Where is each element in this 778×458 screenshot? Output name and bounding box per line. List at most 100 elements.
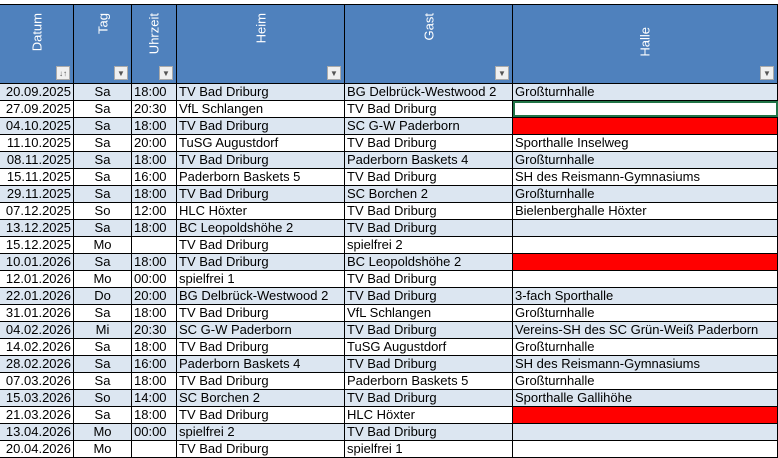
cell-uhrzeit[interactable]: 20:30: [132, 101, 177, 117]
cell-gast[interactable]: TuSG Augustdorf: [345, 339, 513, 355]
cell-heim[interactable]: TuSG Augustdorf: [177, 135, 345, 151]
dropdown-filter-icon[interactable]: ▼: [327, 66, 341, 80]
cell-halle[interactable]: 3-fach Sporthalle: [513, 288, 778, 304]
cell-uhrzeit[interactable]: 18:00: [132, 373, 177, 389]
cell-datum[interactable]: 12.01.2026: [0, 271, 74, 287]
cell-halle[interactable]: [513, 407, 778, 423]
cell-tag[interactable]: Sa: [74, 373, 132, 389]
cell-datum[interactable]: 21.03.2026: [0, 407, 74, 423]
cell-halle[interactable]: [513, 237, 778, 253]
cell-halle[interactable]: Bielenberghalle Höxter: [513, 203, 778, 219]
cell-heim[interactable]: VfL Schlangen: [177, 101, 345, 117]
cell-datum[interactable]: 27.09.2025: [0, 101, 74, 117]
dropdown-filter-icon[interactable]: ▼: [159, 66, 173, 80]
cell-gast[interactable]: TV Bad Driburg: [345, 203, 513, 219]
cell-gast[interactable]: TV Bad Driburg: [345, 101, 513, 117]
cell-uhrzeit[interactable]: 20:00: [132, 288, 177, 304]
cell-heim[interactable]: TV Bad Driburg: [177, 373, 345, 389]
cell-heim[interactable]: HLC Höxter: [177, 203, 345, 219]
cell-gast[interactable]: Paderborn Baskets 5: [345, 373, 513, 389]
cell-datum[interactable]: 08.11.2025: [0, 152, 74, 168]
cell-tag[interactable]: Sa: [74, 169, 132, 185]
cell-heim[interactable]: Paderborn Baskets 4: [177, 356, 345, 372]
cell-tag[interactable]: Sa: [74, 407, 132, 423]
cell-uhrzeit[interactable]: 16:00: [132, 356, 177, 372]
cell-gast[interactable]: TV Bad Driburg: [345, 288, 513, 304]
cell-tag[interactable]: Mo: [74, 441, 132, 457]
cell-datum[interactable]: 07.12.2025: [0, 203, 74, 219]
cell-halle[interactable]: Sporthalle Inselweg: [513, 135, 778, 151]
cell-tag[interactable]: Sa: [74, 339, 132, 355]
cell-uhrzeit[interactable]: 12:00: [132, 203, 177, 219]
cell-heim[interactable]: TV Bad Driburg: [177, 254, 345, 270]
cell-datum[interactable]: 15.12.2025: [0, 237, 74, 253]
cell-heim[interactable]: TV Bad Driburg: [177, 152, 345, 168]
cell-gast[interactable]: BC Leopoldshöhe 2: [345, 254, 513, 270]
cell-halle[interactable]: Sporthalle Gallihöhe: [513, 390, 778, 406]
cell-datum[interactable]: 11.10.2025: [0, 135, 74, 151]
cell-datum[interactable]: 29.11.2025: [0, 186, 74, 202]
cell-uhrzeit[interactable]: 18:00: [132, 305, 177, 321]
cell-gast[interactable]: TV Bad Driburg: [345, 220, 513, 236]
cell-tag[interactable]: Sa: [74, 118, 132, 134]
cell-tag[interactable]: So: [74, 203, 132, 219]
cell-tag[interactable]: Mi: [74, 322, 132, 338]
cell-datum[interactable]: 15.11.2025: [0, 169, 74, 185]
cell-datum[interactable]: 31.01.2026: [0, 305, 74, 321]
cell-gast[interactable]: TV Bad Driburg: [345, 322, 513, 338]
cell-uhrzeit[interactable]: 20:00: [132, 135, 177, 151]
sort-ascending-filter-icon[interactable]: ↓↑: [56, 66, 70, 80]
cell-datum[interactable]: 22.01.2026: [0, 288, 74, 304]
cell-gast[interactable]: SC G-W Paderborn: [345, 118, 513, 134]
cell-tag[interactable]: Sa: [74, 356, 132, 372]
column-header-uhrzeit[interactable]: Uhrzeit ▼: [132, 4, 177, 83]
cell-halle[interactable]: [513, 220, 778, 236]
cell-tag[interactable]: Sa: [74, 254, 132, 270]
cell-tag[interactable]: So: [74, 390, 132, 406]
column-header-datum[interactable]: Datum ↓↑: [0, 4, 74, 83]
cell-datum[interactable]: 13.12.2025: [0, 220, 74, 236]
cell-uhrzeit[interactable]: 14:00: [132, 390, 177, 406]
cell-heim[interactable]: TV Bad Driburg: [177, 118, 345, 134]
cell-uhrzeit[interactable]: [132, 237, 177, 253]
cell-heim[interactable]: SC Borchen 2: [177, 390, 345, 406]
cell-gast[interactable]: TV Bad Driburg: [345, 135, 513, 151]
cell-halle[interactable]: [513, 271, 778, 287]
cell-datum[interactable]: 15.03.2026: [0, 390, 74, 406]
cell-halle[interactable]: SH des Reismann-Gymnasiums: [513, 169, 778, 185]
column-header-heim[interactable]: Heim ▼: [177, 4, 345, 83]
cell-tag[interactable]: Sa: [74, 220, 132, 236]
cell-datum[interactable]: 14.02.2026: [0, 339, 74, 355]
cell-gast[interactable]: HLC Höxter: [345, 407, 513, 423]
cell-tag[interactable]: Sa: [74, 135, 132, 151]
cell-gast[interactable]: TV Bad Driburg: [345, 390, 513, 406]
cell-halle[interactable]: Großturnhalle: [513, 186, 778, 202]
cell-heim[interactable]: TV Bad Driburg: [177, 237, 345, 253]
cell-datum[interactable]: 20.04.2026: [0, 441, 74, 457]
cell-halle[interactable]: Vereins-SH des SC Grün-Weiß Paderborn: [513, 322, 778, 338]
cell-halle[interactable]: [513, 424, 778, 440]
cell-gast[interactable]: Paderborn Baskets 4: [345, 152, 513, 168]
cell-heim[interactable]: spielfrei 1: [177, 271, 345, 287]
cell-datum[interactable]: 04.02.2026: [0, 322, 74, 338]
cell-uhrzeit[interactable]: 00:00: [132, 271, 177, 287]
cell-halle[interactable]: [513, 101, 778, 117]
cell-gast[interactable]: SC Borchen 2: [345, 186, 513, 202]
cell-datum[interactable]: 04.10.2025: [0, 118, 74, 134]
cell-halle[interactable]: [513, 441, 778, 457]
column-header-tag[interactable]: Tag ▼: [74, 4, 132, 83]
dropdown-filter-icon[interactable]: ▼: [760, 66, 774, 80]
dropdown-filter-icon[interactable]: ▼: [495, 66, 509, 80]
cell-datum[interactable]: 28.02.2026: [0, 356, 74, 372]
dropdown-filter-icon[interactable]: ▼: [114, 66, 128, 80]
cell-heim[interactable]: spielfrei 2: [177, 424, 345, 440]
cell-uhrzeit[interactable]: 18:00: [132, 84, 177, 100]
cell-tag[interactable]: Sa: [74, 186, 132, 202]
cell-heim[interactable]: Paderborn Baskets 5: [177, 169, 345, 185]
cell-uhrzeit[interactable]: [132, 441, 177, 457]
cell-tag[interactable]: Mo: [74, 237, 132, 253]
column-header-gast[interactable]: Gast ▼: [345, 4, 513, 83]
cell-gast[interactable]: TV Bad Driburg: [345, 424, 513, 440]
cell-heim[interactable]: TV Bad Driburg: [177, 407, 345, 423]
cell-halle[interactable]: [513, 118, 778, 134]
